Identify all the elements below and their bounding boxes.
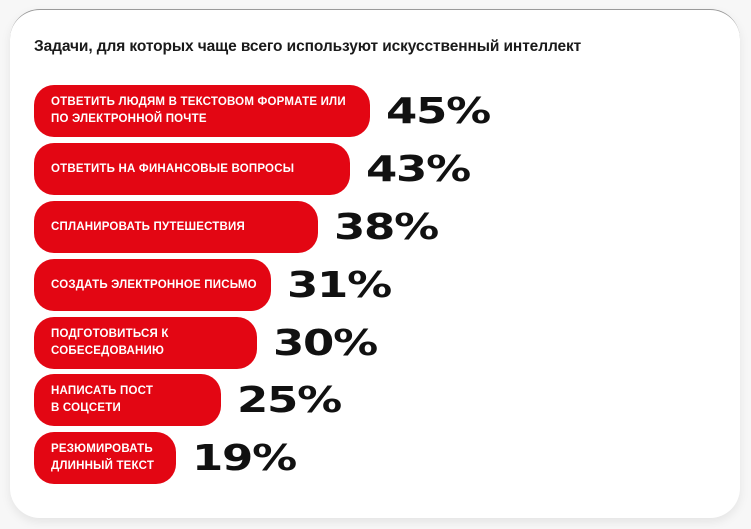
bar-label: ПОДГОТОВИТЬСЯ К СОБЕСЕДОВАНИЮ (51, 328, 169, 357)
bar-label: ОТВЕТИТЬ ЛЮДЯМ В ТЕКСТОВОМ ФОРМАТЕ ИЛИ П… (51, 96, 346, 125)
bar-value: 38% (334, 206, 439, 248)
chart-card: Задачи, для которых чаще всего использую… (10, 9, 740, 518)
bar-value: 30% (273, 322, 378, 364)
bar-label: СОЗДАТЬ ЭЛЕКТРОННОЕ ПИСЬМО (51, 278, 257, 291)
bar-label: СПЛАНИРОВАТЬ ПУТЕШЕСТВИЯ (51, 220, 245, 233)
bar-value: 19% (192, 437, 297, 479)
bar-label: НАПИСАТЬ ПОСТ В СОЦСЕТИ (51, 385, 154, 414)
bar: ОТВЕТИТЬ ЛЮДЯМ В ТЕКСТОВОМ ФОРМАТЕ ИЛИ П… (34, 85, 370, 137)
bar-value: 31% (287, 264, 392, 306)
bar-value: 25% (237, 379, 342, 421)
bar-row: ОТВЕТИТЬ НА ФИНАНСОВЫЕ ВОПРОСЫ 43% (34, 143, 471, 195)
bar: ПОДГОТОВИТЬСЯ К СОБЕСЕДОВАНИЮ (34, 317, 257, 369)
bar: СПЛАНИРОВАТЬ ПУТЕШЕСТВИЯ (34, 201, 318, 253)
bar: СОЗДАТЬ ЭЛЕКТРОННОЕ ПИСЬМО (34, 259, 271, 311)
bar-row: СОЗДАТЬ ЭЛЕКТРОННОЕ ПИСЬМО 31% (34, 259, 392, 311)
bar-row: НАПИСАТЬ ПОСТ В СОЦСЕТИ 25% (34, 374, 342, 426)
bar-row: СПЛАНИРОВАТЬ ПУТЕШЕСТВИЯ 38% (34, 201, 439, 253)
bar-value: 43% (366, 148, 471, 190)
bar: РЕЗЮМИРОВАТЬ ДЛИННЫЙ ТЕКСТ (34, 432, 176, 484)
chart-title: Задачи, для которых чаще всего использую… (34, 38, 582, 55)
bar-row: ОТВЕТИТЬ ЛЮДЯМ В ТЕКСТОВОМ ФОРМАТЕ ИЛИ П… (34, 85, 491, 137)
bar-row: РЕЗЮМИРОВАТЬ ДЛИННЫЙ ТЕКСТ 19% (34, 432, 297, 484)
bar: ОТВЕТИТЬ НА ФИНАНСОВЫЕ ВОПРОСЫ (34, 143, 350, 195)
bar: НАПИСАТЬ ПОСТ В СОЦСЕТИ (34, 374, 221, 426)
bar-value: 45% (386, 90, 491, 132)
bar-row: ПОДГОТОВИТЬСЯ К СОБЕСЕДОВАНИЮ 30% (34, 317, 378, 369)
bar-label: ОТВЕТИТЬ НА ФИНАНСОВЫЕ ВОПРОСЫ (51, 162, 295, 175)
bar-label: РЕЗЮМИРОВАТЬ ДЛИННЫЙ ТЕКСТ (51, 443, 155, 472)
